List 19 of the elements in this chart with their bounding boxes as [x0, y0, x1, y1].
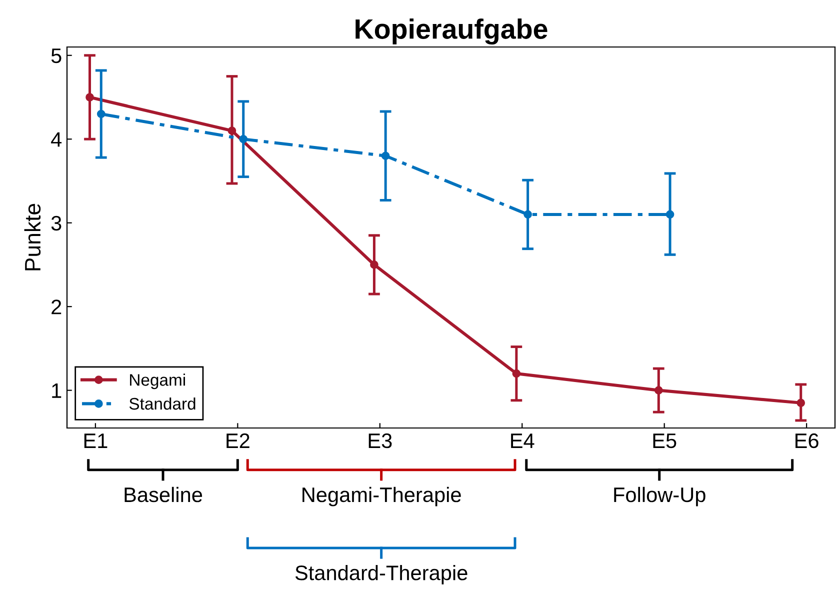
y-tick-label: 2	[52, 300, 62, 314]
chart-title: Kopieraufgabe	[356, 18, 548, 45]
x-tick-label: E4	[511, 434, 534, 448]
legend-label: Standard	[129, 397, 196, 410]
x-tick-label: E1	[84, 434, 108, 448]
y-tick-label: 1	[52, 384, 62, 398]
x-tick-label: E3	[368, 433, 392, 448]
y-tick-label: 5	[51, 48, 62, 64]
text: Negami-Therapie	[302, 486, 461, 506]
text: Baseline	[124, 486, 202, 502]
y-tick-label: 4	[51, 132, 62, 147]
x-tick-label: E5	[653, 434, 676, 448]
text: Standard-Therapie	[295, 564, 468, 584]
x-tick-label: E6	[796, 433, 818, 448]
y-axis-title: Punkte	[24, 204, 41, 270]
y-tick-label: 3	[51, 216, 62, 231]
x-tick-label: E2	[226, 433, 250, 448]
text: Follow-Up	[614, 486, 706, 506]
legend-label: Negami	[130, 374, 185, 390]
